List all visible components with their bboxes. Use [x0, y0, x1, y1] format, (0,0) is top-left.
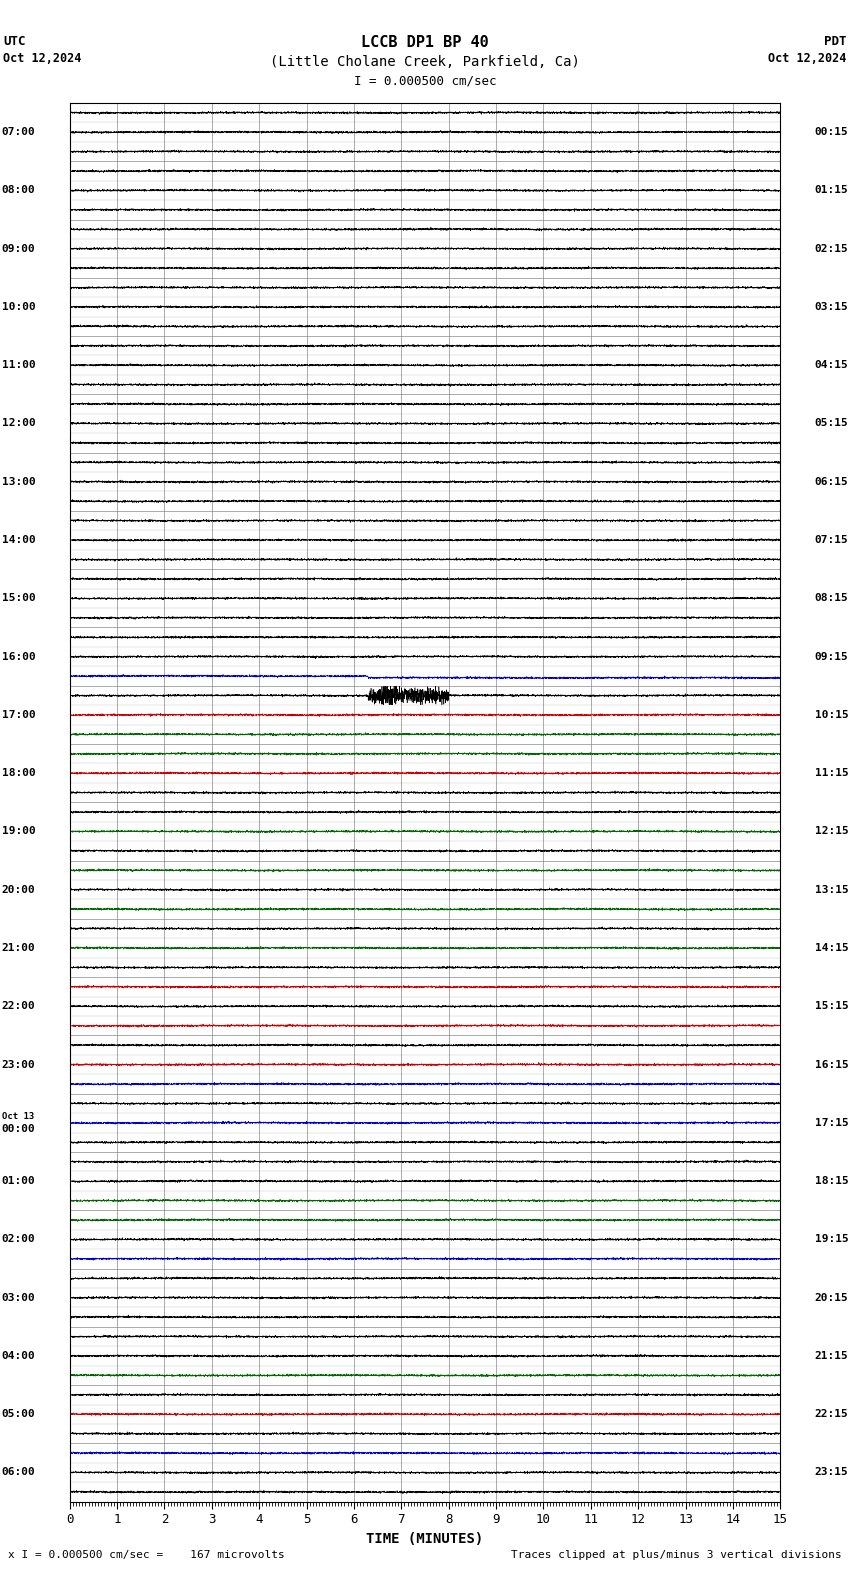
Text: 16:15: 16:15 [814, 1060, 848, 1069]
Text: 02:15: 02:15 [814, 244, 848, 253]
Text: 19:00: 19:00 [2, 827, 36, 836]
X-axis label: TIME (MINUTES): TIME (MINUTES) [366, 1532, 484, 1546]
Text: 09:00: 09:00 [2, 244, 36, 253]
Text: 21:15: 21:15 [814, 1351, 848, 1361]
Text: 00:00: 00:00 [2, 1125, 36, 1134]
Text: 06:00: 06:00 [2, 1467, 36, 1478]
Text: 04:15: 04:15 [814, 360, 848, 371]
Text: 01:15: 01:15 [814, 185, 848, 195]
Text: 07:15: 07:15 [814, 535, 848, 545]
Text: PDT: PDT [824, 35, 847, 48]
Text: I = 0.000500 cm/sec: I = 0.000500 cm/sec [354, 74, 496, 87]
Text: 21:00: 21:00 [2, 942, 36, 954]
Text: 09:15: 09:15 [814, 651, 848, 662]
Text: 06:15: 06:15 [814, 477, 848, 486]
Text: 07:00: 07:00 [2, 127, 36, 138]
Text: 15:15: 15:15 [814, 1001, 848, 1011]
Text: 14:00: 14:00 [2, 535, 36, 545]
Text: 22:15: 22:15 [814, 1410, 848, 1419]
Text: 05:00: 05:00 [2, 1410, 36, 1419]
Text: 18:15: 18:15 [814, 1175, 848, 1186]
Text: Oct 12,2024: Oct 12,2024 [3, 52, 82, 65]
Text: 08:00: 08:00 [2, 185, 36, 195]
Text: x I = 0.000500 cm/sec =    167 microvolts: x I = 0.000500 cm/sec = 167 microvolts [8, 1551, 286, 1560]
Text: 20:15: 20:15 [814, 1293, 848, 1302]
Text: 08:15: 08:15 [814, 594, 848, 604]
Text: 17:00: 17:00 [2, 710, 36, 719]
Text: (Little Cholane Creek, Parkfield, Ca): (Little Cholane Creek, Parkfield, Ca) [270, 55, 580, 68]
Text: Oct 12,2024: Oct 12,2024 [768, 52, 847, 65]
Text: 10:00: 10:00 [2, 303, 36, 312]
Text: Oct 13: Oct 13 [2, 1112, 34, 1121]
Text: 12:00: 12:00 [2, 418, 36, 429]
Text: 17:15: 17:15 [814, 1118, 848, 1128]
Text: 04:00: 04:00 [2, 1351, 36, 1361]
Text: Traces clipped at plus/minus 3 vertical divisions: Traces clipped at plus/minus 3 vertical … [511, 1551, 842, 1560]
Text: 12:15: 12:15 [814, 827, 848, 836]
Text: 02:00: 02:00 [2, 1234, 36, 1245]
Text: 23:15: 23:15 [814, 1467, 848, 1478]
Text: 03:15: 03:15 [814, 303, 848, 312]
Text: 23:00: 23:00 [2, 1060, 36, 1069]
Text: 22:00: 22:00 [2, 1001, 36, 1011]
Text: 05:15: 05:15 [814, 418, 848, 429]
Text: 19:15: 19:15 [814, 1234, 848, 1245]
Text: 10:15: 10:15 [814, 710, 848, 719]
Text: 15:00: 15:00 [2, 594, 36, 604]
Text: 00:15: 00:15 [814, 127, 848, 138]
Text: 13:00: 13:00 [2, 477, 36, 486]
Text: LCCB DP1 BP 40: LCCB DP1 BP 40 [361, 35, 489, 51]
Text: 01:00: 01:00 [2, 1175, 36, 1186]
Text: 20:00: 20:00 [2, 885, 36, 895]
Text: 03:00: 03:00 [2, 1293, 36, 1302]
Text: UTC: UTC [3, 35, 25, 48]
Text: 18:00: 18:00 [2, 768, 36, 778]
Text: 11:00: 11:00 [2, 360, 36, 371]
Text: 13:15: 13:15 [814, 885, 848, 895]
Text: 16:00: 16:00 [2, 651, 36, 662]
Text: 11:15: 11:15 [814, 768, 848, 778]
Text: 14:15: 14:15 [814, 942, 848, 954]
